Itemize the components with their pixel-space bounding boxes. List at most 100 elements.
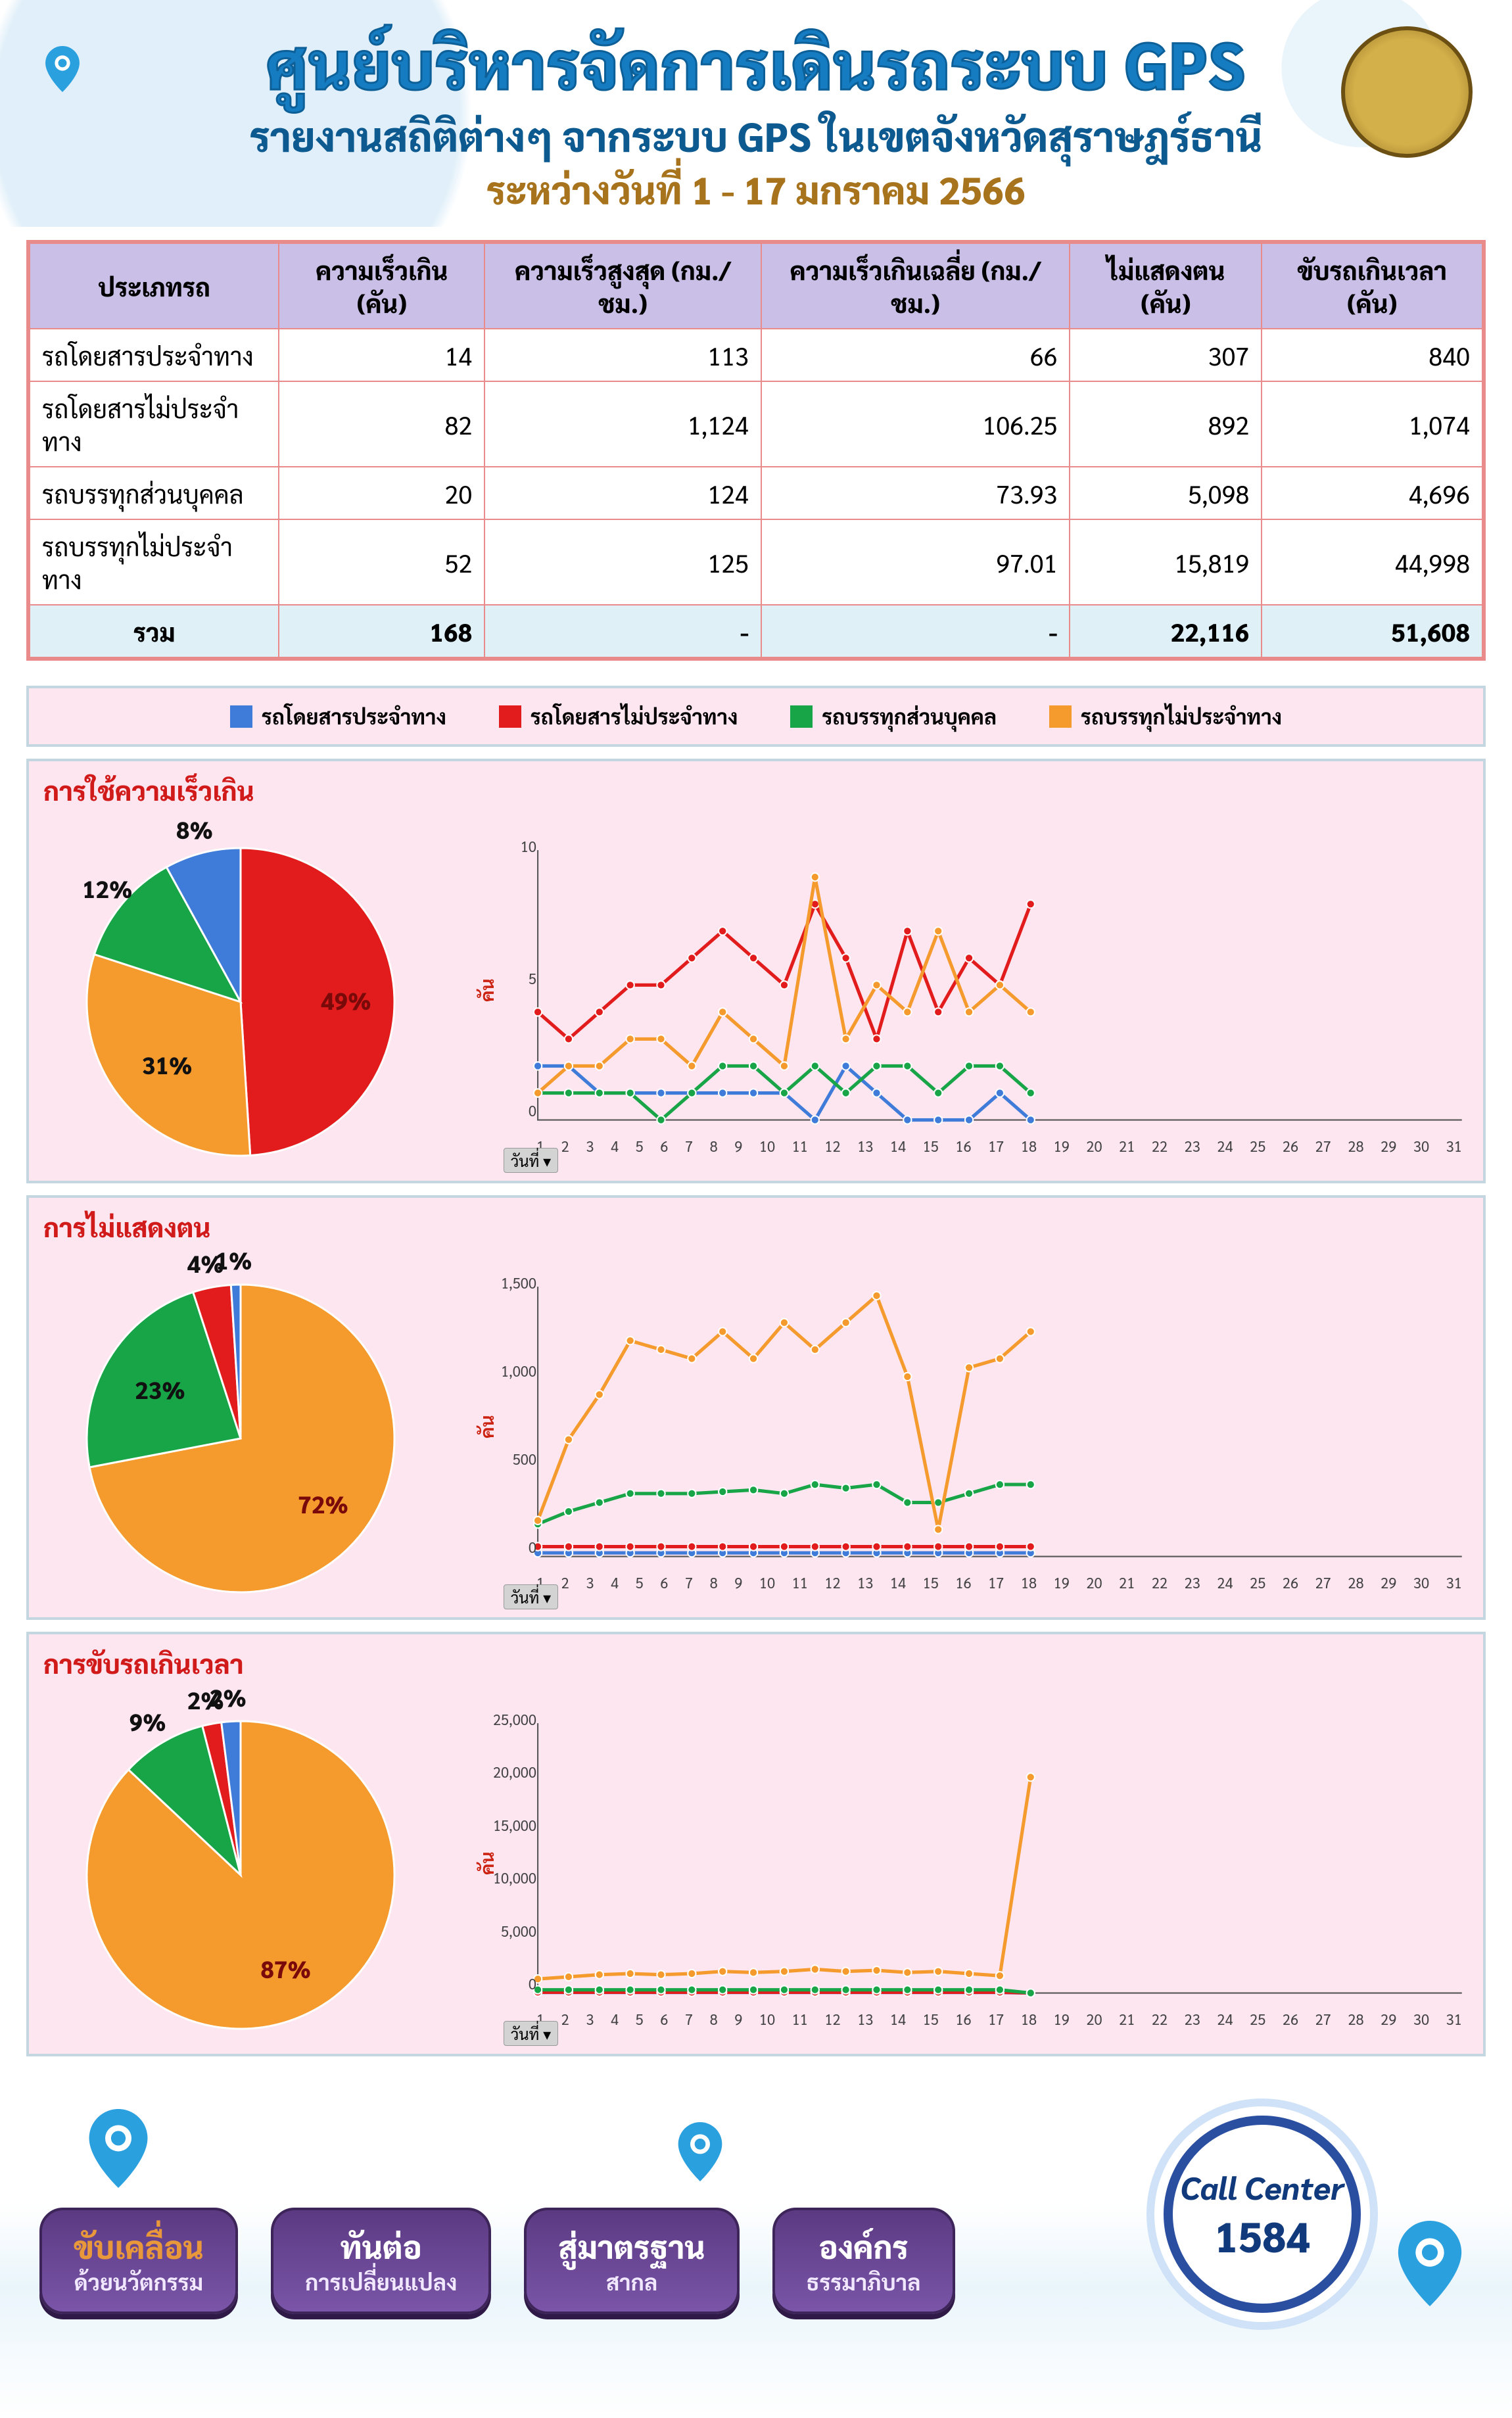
page-title: ศูนย์บริหารจัดการเดินรถระบบ GPS bbox=[247, 20, 1265, 105]
chart-panel: การไม่แสดงตน72%23%4%1%1,5001,0005000คัน1… bbox=[26, 1195, 1486, 1620]
cell: 106.25 bbox=[761, 381, 1070, 467]
legend-item: รถโดยสารประจำทาง bbox=[230, 703, 446, 730]
table-row: รถบรรทุกไม่ประจำทาง5212597.0115,81944,99… bbox=[28, 519, 1484, 605]
x-axis-ticks: 1234567891011121314151617181920212223242… bbox=[536, 1137, 1462, 1154]
y-axis-ticks: 1050 bbox=[504, 838, 536, 1120]
table-header: ขับรถเกินเวลา (คัน) bbox=[1262, 242, 1484, 329]
legend-item: รถโดยสารไม่ประจำทาง bbox=[499, 703, 738, 730]
summary-table-container: ประเภทรถความเร็วเกิน (คัน)ความเร็วสูงสุด… bbox=[0, 227, 1512, 674]
header: ศูนย์บริหารจัดการเดินรถระบบ GPS รายงานสถ… bbox=[0, 0, 1512, 227]
cell: 1,074 bbox=[1262, 381, 1484, 467]
legend-label: รถโดยสารไม่ประจำทาง bbox=[531, 703, 738, 730]
cell: 113 bbox=[484, 329, 761, 381]
pie-slice-label: 12% bbox=[82, 874, 133, 904]
table-header: ประเภทรถ bbox=[28, 242, 279, 329]
pie-slice-label: 49% bbox=[321, 985, 371, 1016]
table-total-row: รวม168--22,11651,608 bbox=[28, 605, 1484, 659]
x-axis-ticks: 1234567891011121314151617181920212223242… bbox=[536, 2010, 1462, 2027]
table-row: รถบรรทุกส่วนบุคคล2012473.935,0984,696 bbox=[28, 467, 1484, 519]
y-axis-label: คัน bbox=[475, 1415, 498, 1438]
map-pin-icon bbox=[1387, 2221, 1473, 2306]
chart-panel: การขับรถเกินเวลา87%9%2%2%25,00020,00015,… bbox=[26, 1632, 1486, 2056]
y-axis-ticks: 25,00020,00015,00010,0005,0000 bbox=[504, 1711, 536, 1993]
line-chart: 25,00020,00015,00010,0005,0000คัน1234567… bbox=[484, 1704, 1469, 2046]
cell: - bbox=[761, 605, 1070, 659]
table-header: ความเร็วเกินเฉลี่ย (กม./ชม.) bbox=[761, 242, 1070, 329]
cell: 82 bbox=[279, 381, 484, 467]
table-header: ไม่แสดงตน (คัน) bbox=[1070, 242, 1262, 329]
legend-item: รถบรรทุกส่วนบุคคล bbox=[790, 703, 997, 730]
legend-swatch bbox=[790, 705, 813, 728]
pie-slice-label: 8% bbox=[176, 815, 213, 845]
cell: 66 bbox=[761, 329, 1070, 381]
subtitle-line-1: รายงานสถิติต่างๆ จากระบบ GPS ในเขตจังหวั… bbox=[26, 109, 1486, 162]
cell: 44,998 bbox=[1262, 519, 1484, 605]
x-axis-select[interactable]: วันที่ ▾ bbox=[504, 1148, 558, 1173]
chart-legend: รถโดยสารประจำทาง รถโดยสารไม่ประจำทาง รถบรร… bbox=[26, 686, 1486, 747]
subtitle-line-2: ระหว่างวันที่ 1 - 17 มกราคม 2566 bbox=[26, 164, 1486, 214]
cell: 20 bbox=[279, 467, 484, 519]
x-axis-select[interactable]: วันที่ ▾ bbox=[504, 1584, 558, 1609]
line-chart: 1,5001,0005000คัน12345678910111213141516… bbox=[484, 1268, 1469, 1609]
x-axis-select[interactable]: วันที่ ▾ bbox=[504, 2021, 558, 2046]
cell: - bbox=[484, 605, 761, 659]
cell: 892 bbox=[1070, 381, 1262, 467]
chart-panels: การใช้ความเร็วเกิน49%31%12%8%1050คัน1234… bbox=[0, 759, 1512, 2070]
y-axis-label: คัน bbox=[475, 1851, 498, 1875]
table-header: ความเร็วสูงสุด (กม./ชม.) bbox=[484, 242, 761, 329]
row-label: รถโดยสารไม่ประจำทาง bbox=[28, 381, 279, 467]
pie-chart: 87%9%2%2% bbox=[43, 1704, 451, 2046]
panel-title: การใช้ความเร็วเกิน bbox=[43, 773, 1469, 807]
pie-slice-label: 2% bbox=[210, 1682, 247, 1713]
cell: 124 bbox=[484, 467, 761, 519]
legend-swatch bbox=[1049, 705, 1072, 728]
pie-slice-label: 87% bbox=[260, 1954, 311, 1984]
row-label: รถโดยสารประจำทาง bbox=[28, 329, 279, 381]
cell: 168 bbox=[279, 605, 484, 659]
pie-slice-label: 23% bbox=[135, 1375, 185, 1405]
legend-swatch bbox=[230, 705, 252, 728]
line-chart: 1050คัน123456789101112131415161718192021… bbox=[484, 831, 1469, 1173]
legend-item: รถบรรทุกไม่ประจำทาง bbox=[1049, 703, 1282, 730]
cell: 15,819 bbox=[1070, 519, 1262, 605]
panel-title: การขับรถเกินเวลา bbox=[43, 1646, 1469, 1680]
legend-label: รถโดยสารประจำทาง bbox=[262, 703, 446, 730]
call-center-label: Call Center bbox=[1181, 2167, 1344, 2208]
cell: 22,116 bbox=[1070, 605, 1262, 659]
footer: Call Center 1584 ขับเคลื่อนด้วยนวัตกรรมท… bbox=[0, 2089, 1512, 2418]
x-axis-ticks: 1234567891011121314151617181920212223242… bbox=[536, 1574, 1462, 1591]
chart-panel: การใช้ความเร็วเกิน49%31%12%8%1050คัน1234… bbox=[26, 759, 1486, 1183]
row-label: รถบรรทุกส่วนบุคคล bbox=[28, 467, 279, 519]
legend-label: รถบรรทุกส่วนบุคคล bbox=[822, 703, 997, 730]
call-center-badge: Call Center 1584 bbox=[1164, 2116, 1361, 2313]
map-pin-icon bbox=[671, 2122, 730, 2181]
pie-slice-label: 1% bbox=[215, 1245, 252, 1275]
table-row: รถโดยสารไม่ประจำทาง821,124106.258921,074 bbox=[28, 381, 1484, 467]
cell: 73.93 bbox=[761, 467, 1070, 519]
row-label: รวม bbox=[28, 605, 279, 659]
legend-swatch bbox=[499, 705, 521, 728]
summary-table: ประเภทรถความเร็วเกิน (คัน)ความเร็วสูงสุด… bbox=[26, 240, 1486, 661]
cell: 4,696 bbox=[1262, 467, 1484, 519]
y-axis-label: คัน bbox=[475, 978, 498, 1002]
cell: 97.01 bbox=[761, 519, 1070, 605]
map-pin-icon bbox=[79, 2109, 158, 2188]
cell: 1,124 bbox=[484, 381, 761, 467]
pie-slice-label: 72% bbox=[298, 1489, 348, 1519]
pie-slice-label: 31% bbox=[142, 1050, 193, 1080]
pie-chart: 72%23%4%1% bbox=[43, 1268, 451, 1609]
call-center-number: 1584 bbox=[1214, 2208, 1310, 2262]
legend-label: รถบรรทุกไม่ประจำทาง bbox=[1081, 703, 1282, 730]
row-label: รถบรรทุกไม่ประจำทาง bbox=[28, 519, 279, 605]
cell: 840 bbox=[1262, 329, 1484, 381]
cell: 14 bbox=[279, 329, 484, 381]
pie-slice-label: 9% bbox=[130, 1707, 166, 1737]
pie-chart: 49%31%12%8% bbox=[43, 831, 451, 1173]
cell: 125 bbox=[484, 519, 761, 605]
table-row: รถโดยสารประจำทาง1411366307840 bbox=[28, 329, 1484, 381]
panel-title: การไม่แสดงตน bbox=[43, 1210, 1469, 1244]
cell: 52 bbox=[279, 519, 484, 605]
y-axis-ticks: 1,5001,0005000 bbox=[504, 1274, 536, 1557]
table-header: ความเร็วเกิน (คัน) bbox=[279, 242, 484, 329]
cell: 307 bbox=[1070, 329, 1262, 381]
